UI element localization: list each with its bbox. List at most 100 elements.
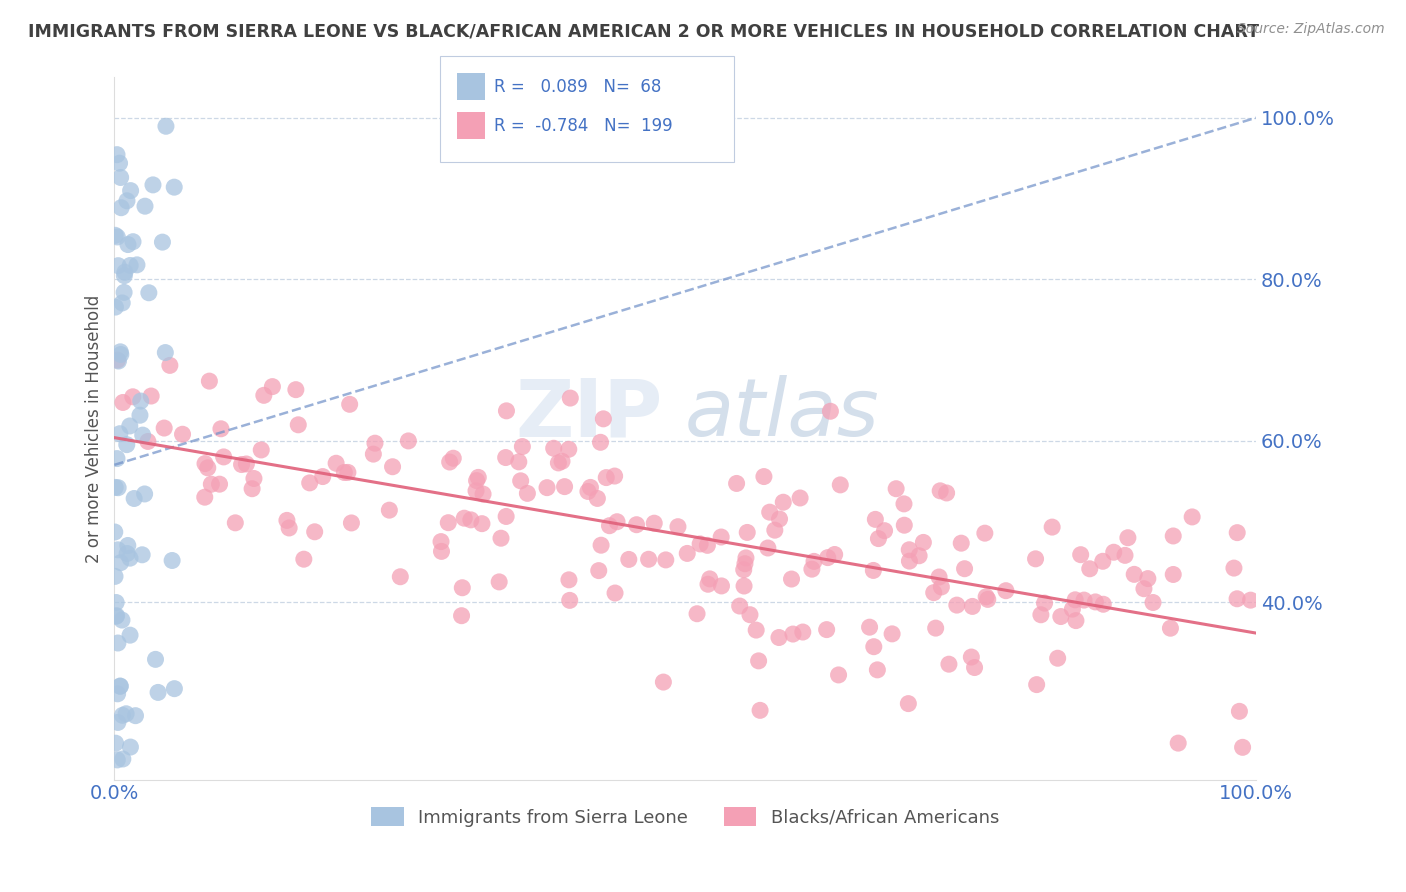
Point [938,657,960,672]
Point [453,511,475,525]
Point [893,497,915,511]
Point [278,521,301,535]
Point [977,592,1000,607]
Point [111,296,134,310]
Text: ZIP: ZIP [515,376,662,453]
Text: atlas: atlas [685,376,880,453]
Point [163,180,186,194]
Point [696,538,718,552]
Point [558,442,581,457]
Point [734,557,756,571]
Point [465,474,488,488]
Point [430,544,453,558]
Point [1136,572,1159,586]
Point [287,417,309,432]
Point [820,404,842,418]
Point [1084,595,1107,609]
Point [381,459,404,474]
Point [1062,602,1084,616]
Point [152,235,174,249]
Point [107,687,129,701]
Point [141,389,163,403]
Point [107,354,129,368]
Point [558,593,581,607]
Point [643,516,665,531]
Point [946,598,969,612]
Point [363,447,385,461]
Point [488,574,510,589]
Point [131,428,153,442]
Point [117,237,139,252]
Point [153,421,176,435]
Point [1232,740,1254,755]
Point [104,569,127,583]
Point [129,394,152,409]
Point [112,268,135,283]
Point [292,552,315,566]
Point [120,184,142,198]
Point [1050,609,1073,624]
Point [898,542,921,557]
Point [125,258,148,272]
Point [710,530,733,544]
Point [893,518,915,533]
Point [129,409,152,423]
Point [931,580,953,594]
Point [589,435,612,450]
Point [108,156,131,170]
Point [1040,520,1063,534]
Point [591,538,613,552]
Point [118,419,141,434]
Point [827,668,849,682]
Point [603,469,626,483]
Point [111,752,134,766]
Point [134,199,156,213]
Y-axis label: 2 or more Vehicles in Household: 2 or more Vehicles in Household [86,294,103,563]
Point [160,553,183,567]
Point [112,285,135,300]
Point [340,516,363,530]
Point [710,579,733,593]
Point [364,436,387,450]
Point [172,427,194,442]
Point [598,518,620,533]
Point [768,512,790,526]
Point [1159,621,1181,635]
Point [652,675,675,690]
Point [104,300,127,314]
Point [495,509,517,524]
Point [231,458,253,472]
Point [676,546,699,560]
Point [451,581,474,595]
Point [240,482,263,496]
Point [105,609,128,624]
Point [830,478,852,492]
Point [686,607,709,621]
Point [884,482,907,496]
Point [336,466,359,480]
Point [200,477,222,491]
Point [579,480,602,494]
Point [194,457,217,471]
Point [115,437,138,451]
Point [163,681,186,696]
Point [928,570,950,584]
Point [110,201,132,215]
Point [131,548,153,562]
Text: R =   0.089   N=  68: R = 0.089 N= 68 [494,78,661,95]
Point [396,434,419,448]
Point [110,679,132,693]
Point [114,265,136,279]
Point [752,469,775,483]
Point [118,628,141,642]
Point [105,451,128,466]
Point [1226,591,1249,606]
Legend: Immigrants from Sierra Leone, Blacks/African Americans: Immigrants from Sierra Leone, Blacks/Afr… [364,800,1007,834]
Point [780,572,803,586]
Point [224,516,246,530]
Point [1064,614,1087,628]
Point [697,577,720,591]
Point [122,491,145,506]
Point [262,379,284,393]
Point [962,599,984,614]
